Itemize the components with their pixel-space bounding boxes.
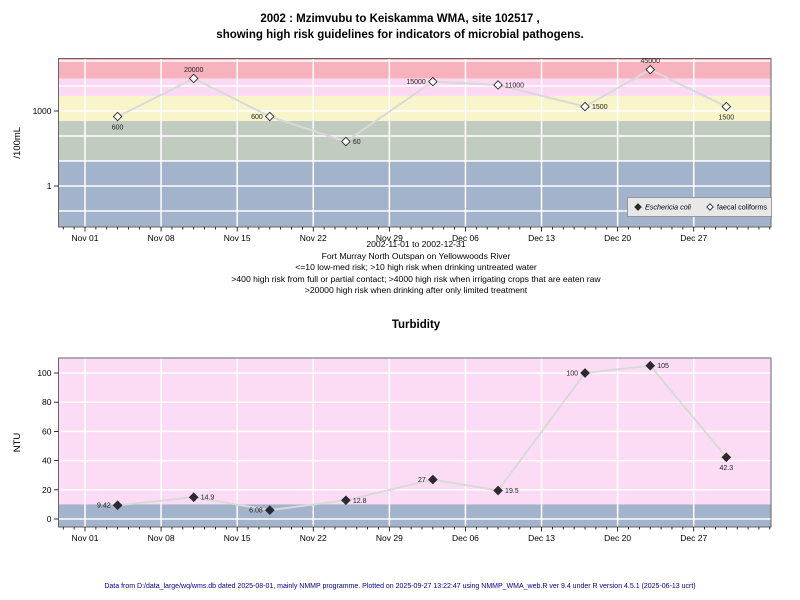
risk-band [58,504,771,527]
x-axis-title: 2002-11-01 to 2002-12-31 [366,239,466,249]
y-axis-tick-label: 1 [47,181,52,191]
open-diamond-marker [428,76,438,87]
x-axis-tick-label: Dec 13 [528,533,555,543]
x-axis-tick-label: Dec 20 [604,233,631,243]
x-axis-tick-label: Nov 22 [300,533,327,543]
risk-band [58,161,771,227]
data-point-label: 6.08 [249,508,263,515]
open-diamond-marker [493,80,503,90]
y-axis-tick-label: 40 [42,456,52,466]
data-point-label: 11000 [505,82,524,89]
site-description: Fort Murray North Outspan on Yellowwoods… [321,250,511,261]
chart-turbidity: Nov 01 Nov 08 Nov 15 Nov 22 Nov 29 Dec 06 Dec … [12,357,772,543]
figure-title-line1: 2002 : Mzimvubu to Keiskamma WMA, site 1… [260,13,540,25]
data-point-label: 100 [566,371,578,378]
x-axis-tick-label: Nov 15 [224,533,251,543]
x-axis-tick-label: Nov 15 [224,233,251,243]
data-point-label: 14.9 [201,495,215,502]
guideline-line1: <=10 low-med risk; >10 high risk when dr… [295,262,537,272]
figure-title-line2: showing high risk guidelines for indicat… [216,29,584,41]
x-axis-tick-label: Dec 20 [604,533,631,543]
y-axis-tick-label: 60 [42,426,52,436]
footer-provenance: Data from D:/data_large/wq/wms.db dated … [104,583,696,590]
y-axis-tick-label: 20 [42,485,52,495]
y-axis-label: /100mL [12,127,23,159]
guideline-line3: >20000 high risk when drinking after onl… [304,285,528,295]
y-axis-tick-label: 100 [37,368,51,378]
plot-border [58,58,772,228]
y-axis-tick-label: 0 [47,514,52,524]
legend-label: Eschericia coli [645,203,691,212]
x-axis-tick-label: Dec 27 [680,233,707,243]
legend-box [627,197,772,217]
filled-diamond-marker [634,203,642,211]
data-point-label: 42.3 [720,465,734,472]
legend: Eschericia coli faecal coliforms [627,197,772,217]
data-point-label: 27 [418,477,426,484]
legend-label: faecal coliforms [717,203,767,212]
filled-diamond-marker [341,495,351,506]
open-diamond-marker [580,101,590,112]
data-point-label: 12.8 [353,498,367,505]
filled-diamond-marker [188,492,199,503]
filled-diamond-marker [580,368,590,378]
x-axis-tick-label: Dec 06 [452,233,479,243]
data-point-label: 45000 [641,58,661,65]
open-diamond-marker [112,111,123,122]
data-point-label: 15000 [406,79,426,86]
data-point-label: 60 [353,139,361,146]
y-axis-tick-label: 1000 [33,106,52,116]
plot-border [58,357,772,528]
x-axis-tick-label: Nov 08 [148,233,175,243]
filled-diamond-marker [428,474,438,485]
x-axis-tick-label: Nov 01 [72,233,99,243]
open-diamond-marker [721,101,732,112]
filled-diamond-marker [112,500,123,511]
turbidity-title: Turbidity [391,319,441,331]
data-point-label: 600 [251,114,263,121]
x-axis-tick-label: Nov 01 [72,533,99,543]
open-diamond-marker [264,111,275,122]
data-point-label: 1500 [592,104,608,111]
x-axis-tick-label: Nov 08 [148,533,175,543]
data-point-label: 1500 [719,115,735,122]
data-point-label: 20000 [184,67,204,74]
open-diamond-marker [341,136,351,147]
x-axis-tick-label: Dec 13 [528,233,555,243]
filled-diamond-marker [264,505,275,515]
data-point-label: 9.42 [97,503,111,510]
x-axis-tick-label: Dec 27 [680,533,707,543]
guideline-line2: >400 high risk from full or partial cont… [231,273,601,284]
filled-diamond-marker [493,485,503,496]
data-point-label: 105 [657,363,669,370]
filled-diamond-marker [721,452,732,463]
x-axis-tick-label: Dec 06 [452,533,479,543]
x-axis-tick-label: Nov 29 [376,233,403,243]
open-diamond-marker [706,203,714,211]
y-axis-tick-label: 80 [42,397,52,407]
data-point-label: 600 [112,125,124,132]
risk-band [58,95,771,121]
x-axis-tick-label: Nov 29 [376,533,403,543]
open-diamond-marker [188,73,199,84]
open-diamond-marker [645,64,656,75]
x-axis-tick-label: Nov 22 [300,233,327,243]
risk-band [58,120,771,161]
filled-diamond-marker [645,360,656,371]
chart-microbial-pathogens: Nov 01 Nov 08 Nov 15 Nov 22 Nov 29 Dec 06 Dec … [12,58,772,243]
data-point-label: 19.5 [505,488,519,495]
y-axis-label: NTU [12,433,23,453]
